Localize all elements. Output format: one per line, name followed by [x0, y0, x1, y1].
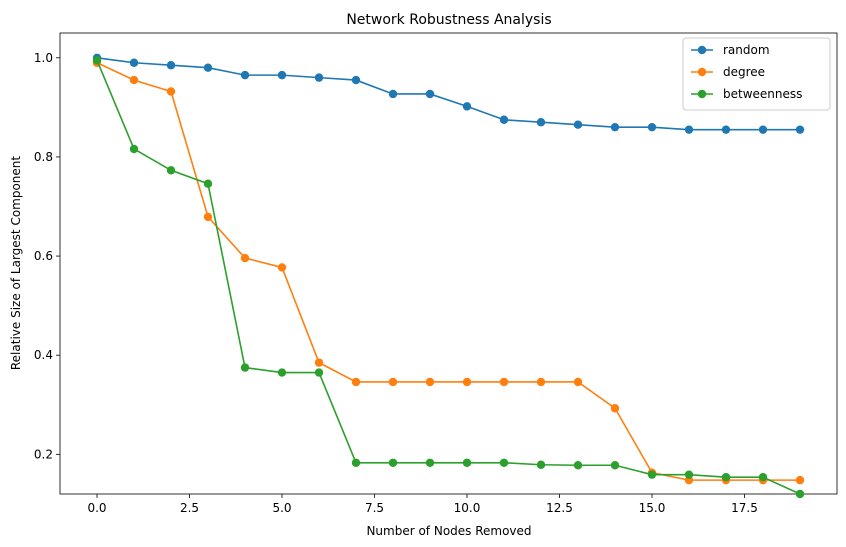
data-point-degree	[351, 377, 361, 387]
data-point-degree	[388, 377, 398, 387]
data-point-betweenness	[203, 179, 213, 188]
data-point-random	[277, 70, 287, 80]
data-point-random	[129, 58, 139, 67]
series-line-degree	[96, 62, 800, 481]
series-line-random	[96, 56, 800, 131]
data-point-betweenness	[610, 461, 620, 470]
y-tick-label: 1.0	[34, 51, 53, 65]
data-point-betweenness	[795, 489, 805, 499]
x-axis-label: Number of Nodes Removed	[366, 524, 531, 538]
x-tick-label: 17.5	[731, 501, 758, 515]
data-point-degree	[499, 377, 509, 387]
legend-item-betweenness: betweenness	[691, 87, 802, 101]
data-point-betweenness	[462, 458, 472, 467]
y-tick-label: 0.6	[34, 249, 53, 263]
data-point-random	[684, 125, 694, 134]
data-point-betweenness	[721, 472, 731, 482]
data-point-random	[351, 75, 361, 85]
data-point-betweenness	[684, 470, 694, 479]
data-point-betweenness	[129, 144, 139, 154]
data-point-betweenness	[425, 458, 435, 467]
data-point-betweenness	[351, 458, 361, 467]
data-point-degree	[166, 87, 176, 96]
data-point-random	[314, 73, 324, 82]
legend-marker	[697, 67, 707, 77]
x-tick-label: 5.0	[272, 501, 291, 515]
data-point-betweenness	[277, 368, 287, 377]
legend-box	[682, 37, 831, 111]
data-point-random	[166, 61, 176, 70]
data-point-betweenness	[314, 368, 324, 377]
data-point-random	[425, 89, 435, 99]
legend-item-degree: degree	[691, 65, 765, 79]
data-point-random	[462, 102, 472, 111]
legend-marker	[697, 89, 707, 99]
data-point-random	[647, 122, 657, 132]
data-point-betweenness	[573, 461, 583, 470]
data-point-degree	[203, 212, 213, 222]
data-point-random	[721, 125, 731, 134]
x-tick-label: 0.0	[87, 501, 106, 515]
data-point-degree	[314, 358, 324, 367]
data-point-random	[203, 63, 213, 72]
data-point-random	[573, 120, 583, 129]
data-point-degree	[425, 377, 435, 387]
data-point-betweenness	[499, 458, 509, 467]
plot-frame	[59, 32, 838, 495]
y-axis: 0.2 0.4 0.6 0.8 1.0	[34, 51, 60, 461]
data-point-degree	[610, 404, 620, 413]
x-tick-label: 12.5	[546, 501, 573, 515]
legend: random degree betweenness	[682, 37, 831, 111]
data-point-degree	[277, 263, 287, 272]
data-point-degree	[129, 75, 139, 85]
series-random	[92, 53, 805, 134]
data-point-degree	[462, 377, 472, 387]
legend-label: random	[723, 43, 770, 57]
y-tick-label: 0.8	[34, 150, 53, 164]
data-point-betweenness	[92, 56, 102, 65]
data-point-random	[499, 115, 509, 124]
chart-title: Network Robustness Analysis	[346, 12, 551, 28]
data-point-random	[536, 118, 546, 127]
x-tick-label: 15.0	[639, 501, 666, 515]
data-point-random	[388, 89, 398, 99]
data-point-degree	[536, 377, 546, 387]
data-point-random	[795, 125, 805, 134]
data-point-degree	[240, 253, 250, 263]
series-degree	[92, 58, 805, 485]
series-line-betweenness	[96, 59, 801, 495]
legend-label: degree	[723, 65, 765, 79]
data-point-betweenness	[647, 470, 657, 479]
plot-area	[59, 32, 838, 495]
x-axis: 0.0 2.5 5.0 7.5 10.0 12.5 15.0 17.5	[87, 494, 758, 515]
y-axis-label: Relative Size of Largest Component	[9, 156, 23, 371]
data-point-betweenness	[166, 166, 176, 175]
data-point-degree	[795, 475, 805, 485]
legend-marker	[697, 45, 707, 55]
data-point-random	[240, 70, 250, 80]
x-tick-label: 10.0	[454, 501, 481, 515]
data-point-random	[758, 125, 768, 134]
data-point-degree	[573, 377, 583, 387]
data-point-betweenness	[536, 460, 546, 469]
series-group	[92, 53, 805, 499]
x-tick-label: 7.5	[365, 501, 384, 515]
legend-item-random: random	[691, 43, 770, 57]
legend-label: betweenness	[723, 87, 802, 101]
data-point-betweenness	[388, 458, 398, 467]
data-point-random	[610, 122, 620, 132]
data-point-betweenness	[240, 363, 250, 372]
y-tick-label: 0.4	[34, 348, 53, 362]
series-betweenness	[92, 56, 805, 499]
data-point-betweenness	[758, 472, 768, 482]
x-tick-label: 2.5	[180, 501, 199, 515]
y-tick-label: 0.2	[34, 447, 53, 461]
